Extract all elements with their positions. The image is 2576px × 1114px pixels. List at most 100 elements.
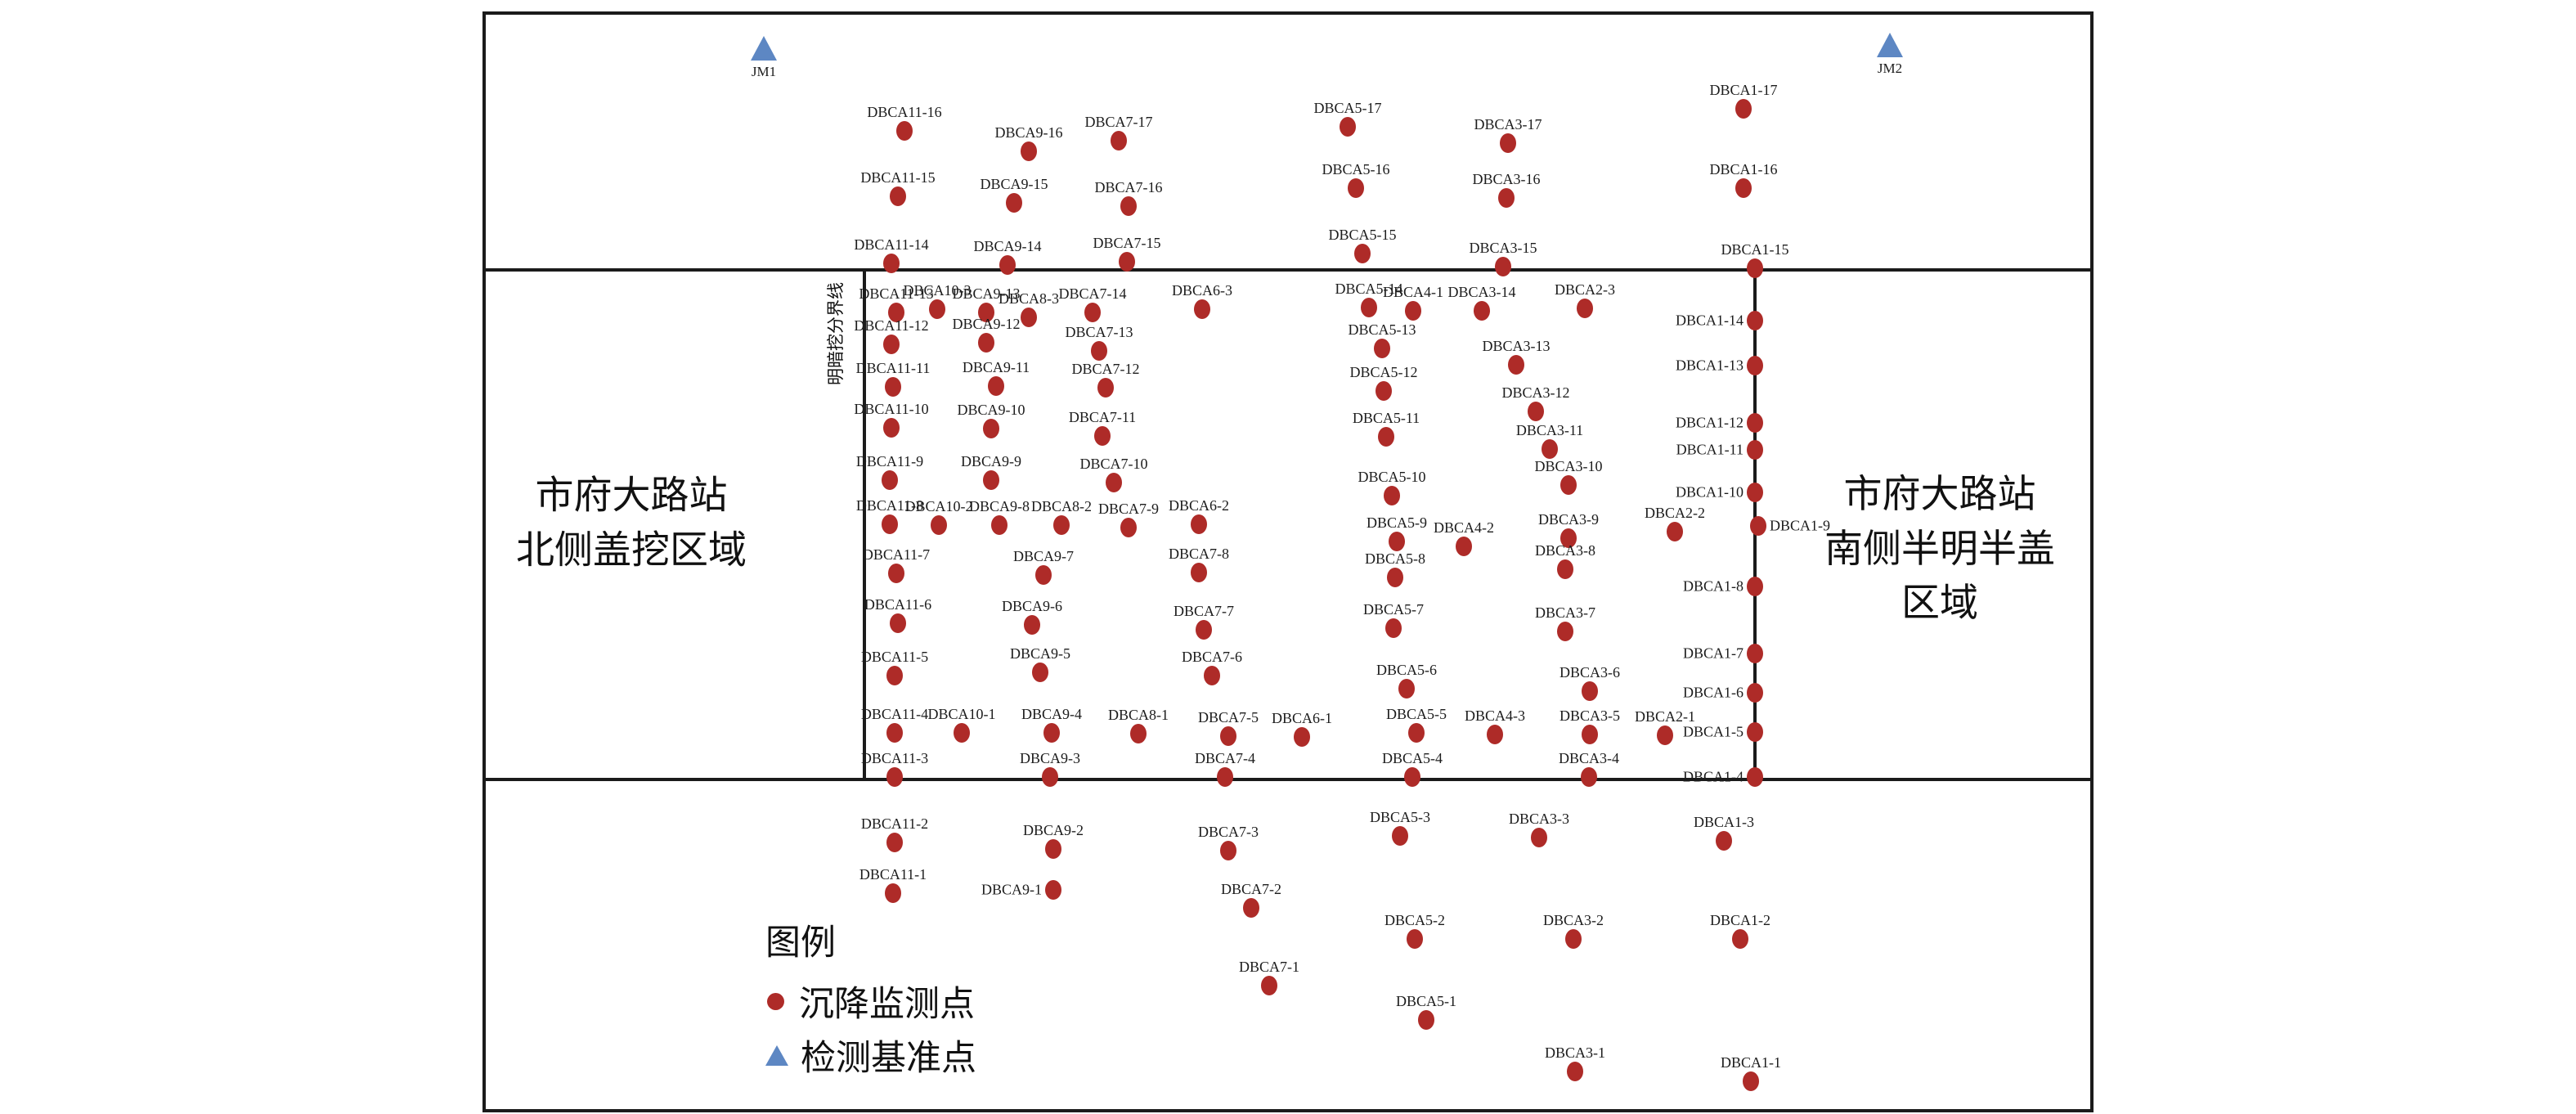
monitor-point bbox=[1557, 559, 1573, 579]
monitor-point bbox=[1405, 301, 1421, 321]
outer-border bbox=[482, 11, 2094, 1112]
south-boundary-line bbox=[482, 778, 2090, 781]
monitor-point bbox=[1340, 117, 1356, 137]
monitor-point bbox=[886, 723, 903, 743]
monitor-point bbox=[983, 470, 999, 490]
monitor-point bbox=[1747, 356, 1763, 375]
monitor-point bbox=[1191, 563, 1207, 582]
monitor-point bbox=[1732, 929, 1748, 949]
monitor-point bbox=[888, 303, 904, 322]
excavation-divider-line-west bbox=[863, 268, 866, 781]
monitor-point bbox=[1204, 666, 1220, 685]
monitor-point bbox=[1567, 1062, 1583, 1081]
monitor-point bbox=[1408, 723, 1425, 743]
monitor-point bbox=[1392, 826, 1408, 846]
monitor-point-label: DBCA11-9 bbox=[855, 453, 924, 469]
monitor-point bbox=[1220, 726, 1236, 746]
monitor-point-label: DBCA5-11 bbox=[1352, 410, 1420, 426]
monitor-point-label: DBCA1-7 bbox=[1682, 645, 1744, 662]
monitor-point-label: DBCA9-10 bbox=[957, 402, 1025, 418]
monitor-point bbox=[1747, 311, 1763, 330]
monitor-point bbox=[890, 613, 906, 633]
monitor-point-label: DBCA7-4 bbox=[1194, 750, 1256, 766]
south-region-line2: 南侧半明半盖 bbox=[1824, 528, 2055, 571]
monitor-point bbox=[978, 303, 994, 322]
monitor-point bbox=[999, 255, 1016, 275]
monitor-point-label: DBCA3-10 bbox=[1534, 458, 1603, 474]
north-region-line2: 北侧盖挖区域 bbox=[516, 529, 747, 572]
monitor-point bbox=[1565, 929, 1582, 949]
monitor-point bbox=[1542, 439, 1558, 459]
monitor-point-label: DBCA11-8 bbox=[855, 497, 924, 514]
monitor-point-label: DBCA1-4 bbox=[1682, 768, 1744, 785]
monitor-point bbox=[1084, 303, 1101, 322]
monitor-point bbox=[1747, 440, 1763, 460]
south-region-label: 市府大路站 南侧半明半盖 区域 bbox=[1824, 468, 2055, 631]
monitor-point-label: DBCA3-3 bbox=[1508, 811, 1570, 827]
monitor-point bbox=[1191, 514, 1207, 534]
monitor-point-label: DBCA1-2 bbox=[1709, 912, 1771, 928]
monitor-point bbox=[1045, 880, 1061, 900]
monitor-point-label: DBCA1-3 bbox=[1693, 814, 1755, 830]
monitor-point-label: DBCA5-12 bbox=[1349, 364, 1418, 380]
monitor-point-label: DBCA7-10 bbox=[1079, 456, 1148, 472]
monitor-point-label: DBCA9-11 bbox=[962, 359, 1030, 375]
monitor-point bbox=[1577, 299, 1593, 318]
monitor-point bbox=[1130, 724, 1147, 743]
monitor-point bbox=[983, 419, 999, 438]
benchmark-point-label: JM1 bbox=[751, 64, 777, 79]
monitor-point bbox=[1243, 898, 1259, 918]
monitor-point-label: DBCA5-17 bbox=[1313, 100, 1382, 116]
monitor-point bbox=[890, 186, 906, 206]
monitor-point-label: DBCA3-4 bbox=[1558, 750, 1620, 766]
monitor-point bbox=[1361, 298, 1377, 317]
monitor-point bbox=[1097, 378, 1114, 398]
monitor-point-label: DBCA11-13 bbox=[859, 285, 934, 302]
monitor-point-label: DBCA7-12 bbox=[1071, 361, 1140, 377]
monitor-point-label: DBCA1-8 bbox=[1682, 577, 1744, 595]
monitor-point bbox=[1487, 725, 1503, 744]
monitor-point bbox=[954, 723, 970, 743]
monitor-point-label: DBCA2-3 bbox=[1554, 281, 1616, 298]
monitor-point bbox=[1747, 722, 1763, 742]
legend-item-label: 沉降监测点 bbox=[799, 986, 975, 1024]
benchmark-point-label: JM2 bbox=[1877, 61, 1903, 76]
monitor-point-label: DBCA1-13 bbox=[1675, 357, 1744, 374]
legend-item-settlement: 沉降监测点 bbox=[765, 978, 976, 1024]
monitor-point-label: DBCA5-2 bbox=[1384, 912, 1446, 928]
monitor-point-label: DBCA11-4 bbox=[860, 706, 929, 722]
monitor-point bbox=[1261, 976, 1277, 995]
monitor-point-label: DBCA5-14 bbox=[1335, 281, 1403, 297]
monitor-point-label: DBCA7-9 bbox=[1097, 501, 1160, 517]
monitor-point bbox=[1528, 402, 1544, 421]
monitor-point-label: DBCA3-6 bbox=[1559, 664, 1621, 681]
monitor-point bbox=[1495, 257, 1511, 276]
monitor-point bbox=[1747, 767, 1763, 787]
monitor-point-label: DBCA6-1 bbox=[1271, 710, 1333, 726]
monitor-point bbox=[883, 335, 900, 354]
monitor-point-label: DBCA3-8 bbox=[1534, 542, 1596, 559]
monitor-point bbox=[1111, 131, 1127, 150]
monitor-point bbox=[888, 564, 904, 583]
monitor-point-label: DBCA7-7 bbox=[1173, 603, 1235, 619]
monitor-point-label: DBCA5-13 bbox=[1348, 321, 1416, 338]
monitor-point-label: DBCA11-6 bbox=[864, 596, 932, 613]
monitor-point-label: DBCA11-11 bbox=[855, 360, 931, 376]
monitor-point bbox=[1581, 767, 1597, 787]
monitor-point bbox=[1404, 767, 1420, 787]
monitor-point-label: DBCA4-2 bbox=[1433, 519, 1495, 536]
monitor-point bbox=[896, 121, 913, 141]
monitor-point-label: DBCA11-15 bbox=[860, 169, 936, 186]
monitor-point-label: DBCA7-16 bbox=[1094, 179, 1163, 195]
monitor-point-label: DBCA1-10 bbox=[1675, 483, 1744, 501]
monitor-point bbox=[1384, 486, 1400, 505]
monitor-point bbox=[1043, 723, 1060, 743]
monitor-point-label: DBCA3-15 bbox=[1469, 240, 1537, 256]
monitor-point bbox=[1091, 341, 1107, 361]
monitor-point bbox=[1560, 528, 1577, 548]
benchmark-point bbox=[1877, 33, 1903, 57]
monitor-point bbox=[1560, 475, 1577, 495]
monitor-point-label: DBCA7-11 bbox=[1068, 409, 1137, 425]
monitor-point-label: DBCA9-13 bbox=[952, 285, 1021, 302]
